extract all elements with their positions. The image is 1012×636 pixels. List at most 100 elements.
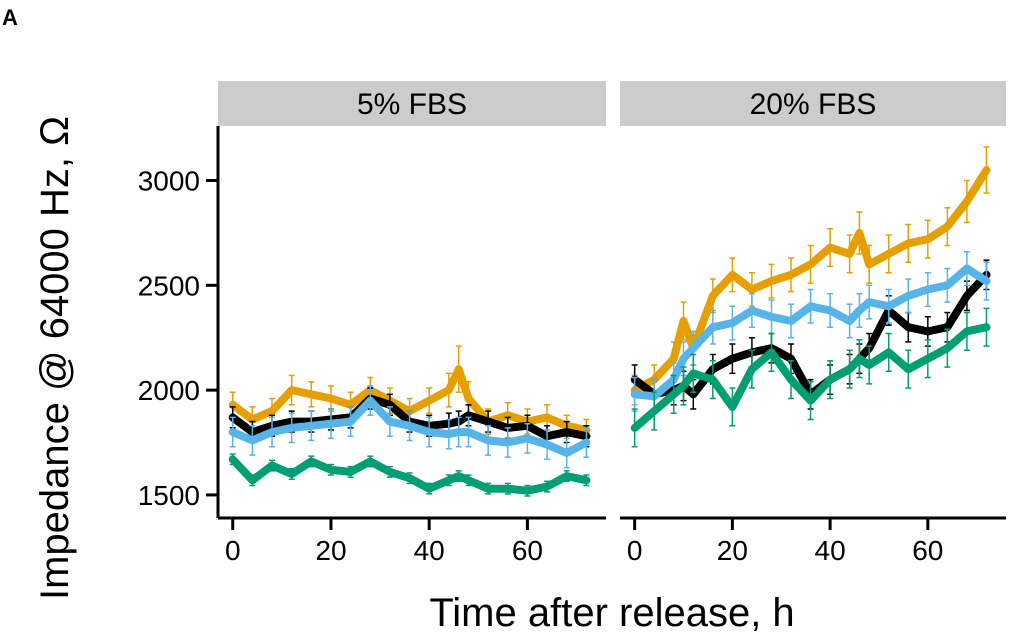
- data-point: [466, 413, 471, 418]
- data-point: [984, 168, 989, 173]
- data-point: [749, 308, 754, 313]
- data-point: [456, 367, 461, 372]
- data-point: [632, 425, 637, 430]
- data-point: [925, 329, 930, 334]
- data-point: [867, 262, 872, 267]
- data-point: [691, 346, 696, 351]
- series-line: [228, 396, 591, 457]
- series-line: [228, 394, 591, 441]
- data-point: [652, 409, 657, 414]
- data-point: [446, 432, 451, 437]
- data-point: [545, 484, 550, 489]
- data-point: [525, 436, 530, 441]
- y-axis-title: Impedance @ 64000 Hz, Ω: [33, 116, 77, 600]
- data-point: [789, 272, 794, 277]
- y-axis: 1500 2000 2500 3000: [138, 126, 220, 518]
- data-point: [730, 321, 735, 326]
- data-point: [230, 430, 235, 435]
- data-point: [925, 356, 930, 361]
- data-point: [545, 415, 550, 420]
- data-point: [691, 392, 696, 397]
- data-point: [984, 325, 989, 330]
- data-point: [886, 350, 891, 355]
- data-point: [867, 300, 872, 305]
- data-point: [632, 392, 637, 397]
- data-point: [906, 325, 911, 330]
- series-line: [228, 365, 591, 434]
- panel-strip-title: 5% FBS: [357, 88, 467, 121]
- series: [630, 146, 991, 406]
- data-point: [446, 478, 451, 483]
- data-point: [309, 423, 314, 428]
- data-point: [857, 308, 862, 313]
- panel-label: A: [2, 5, 18, 30]
- data-point: [348, 469, 353, 474]
- data-point: [456, 430, 461, 435]
- x-tick-label: 0: [225, 535, 241, 566]
- data-point: [466, 430, 471, 435]
- data-point: [466, 478, 471, 483]
- data-point: [289, 471, 294, 476]
- data-point: [486, 486, 491, 491]
- data-point: [270, 463, 275, 468]
- data-point: [486, 438, 491, 443]
- series: [228, 385, 591, 469]
- x-tick-label: 60: [912, 535, 943, 566]
- data-point: [945, 224, 950, 229]
- data-point: [906, 293, 911, 298]
- data-point: [964, 293, 969, 298]
- data-point: [564, 430, 569, 435]
- data-point: [505, 440, 510, 445]
- data-point: [808, 304, 813, 309]
- data-point: [584, 478, 589, 483]
- y-tick-label: 1500: [138, 480, 200, 511]
- data-point: [906, 367, 911, 372]
- y-tick-label: 2000: [138, 375, 200, 406]
- data-point: [730, 272, 735, 277]
- data-point: [847, 367, 852, 372]
- data-point: [328, 396, 333, 401]
- series: [228, 453, 591, 497]
- data-point: [328, 467, 333, 472]
- data-point: [710, 377, 715, 382]
- data-point: [427, 430, 432, 435]
- x-tick-label: 40: [414, 535, 445, 566]
- data-point: [289, 425, 294, 430]
- series: [630, 307, 991, 448]
- data-point: [857, 230, 862, 235]
- data-point: [270, 409, 275, 414]
- x-axis: 0 20 40 60: [218, 516, 606, 566]
- data-point: [466, 396, 471, 401]
- data-point: [769, 314, 774, 319]
- data-point: [789, 318, 794, 323]
- data-point: [769, 350, 774, 355]
- data-point: [681, 383, 686, 388]
- x-axis-title: Time after release, h: [429, 591, 794, 635]
- data-point: [348, 402, 353, 407]
- x-tick-label: 20: [315, 535, 346, 566]
- data-point: [270, 430, 275, 435]
- data-point: [857, 356, 862, 361]
- data-point: [368, 459, 373, 464]
- data-point: [387, 402, 392, 407]
- data-point: [730, 356, 735, 361]
- data-point: [984, 279, 989, 284]
- data-point: [847, 251, 852, 256]
- data-point: [886, 251, 891, 256]
- data-point: [945, 346, 950, 351]
- data-point: [250, 478, 255, 483]
- data-point: [964, 329, 969, 334]
- data-point: [710, 325, 715, 330]
- data-point: [671, 356, 676, 361]
- x-tick-label: 20: [717, 535, 748, 566]
- data-point: [427, 398, 432, 403]
- data-point: [230, 402, 235, 407]
- data-point: [505, 486, 510, 491]
- x-tick-label: 40: [815, 535, 846, 566]
- data-point: [584, 440, 589, 445]
- data-point: [808, 398, 813, 403]
- series-line: [228, 455, 591, 495]
- data-point: [789, 377, 794, 382]
- data-point: [387, 419, 392, 424]
